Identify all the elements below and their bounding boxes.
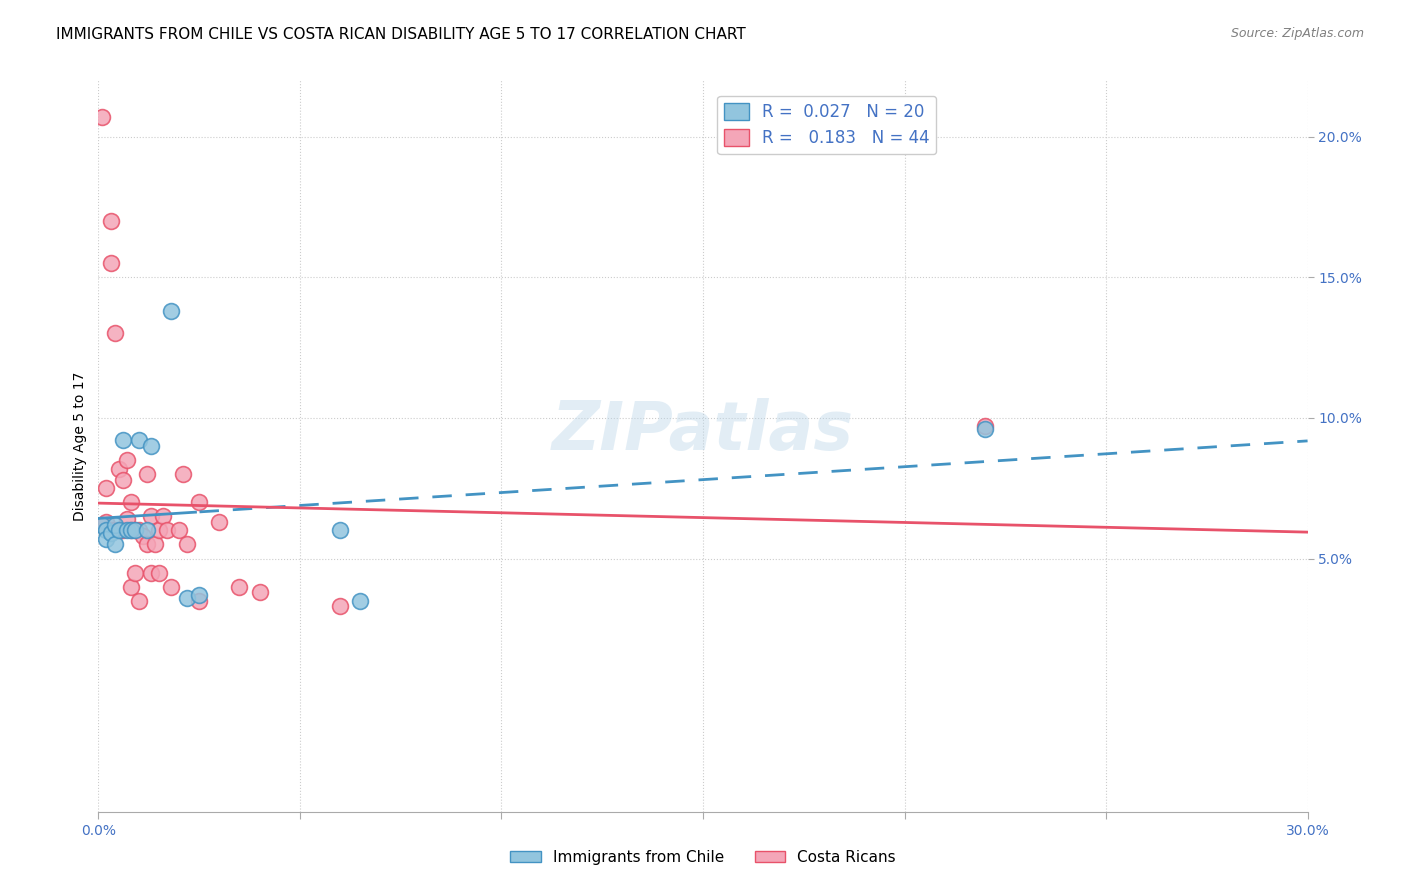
Point — [115, 453, 138, 467]
Point — [91, 517, 114, 532]
Point — [103, 326, 125, 341]
Point — [91, 517, 114, 532]
Point — [160, 304, 183, 318]
Point — [120, 580, 142, 594]
Point — [135, 537, 157, 551]
Point — [107, 524, 129, 538]
Point — [188, 593, 211, 607]
Point — [111, 524, 134, 538]
Legend: R =  0.027   N = 20, R =   0.183   N = 44: R = 0.027 N = 20, R = 0.183 N = 44 — [717, 96, 936, 154]
Point — [160, 580, 183, 594]
Point — [111, 434, 134, 448]
Point — [156, 524, 179, 538]
Point — [107, 461, 129, 475]
Point — [974, 422, 997, 436]
Point — [132, 529, 155, 543]
Point — [124, 566, 146, 580]
Point — [120, 495, 142, 509]
Point — [176, 537, 198, 551]
Point — [148, 566, 170, 580]
Point — [115, 512, 138, 526]
Point — [120, 524, 142, 538]
Point — [124, 524, 146, 538]
Point — [974, 419, 997, 434]
Point — [100, 214, 122, 228]
Point — [148, 524, 170, 538]
Point — [139, 439, 162, 453]
Point — [349, 593, 371, 607]
Point — [128, 524, 150, 538]
Point — [96, 481, 118, 495]
Point — [139, 566, 162, 580]
Point — [107, 524, 129, 538]
Point — [249, 585, 271, 599]
Point — [96, 524, 118, 538]
Point — [128, 434, 150, 448]
Point — [139, 509, 162, 524]
Point — [100, 524, 122, 538]
Point — [167, 524, 190, 538]
Text: IMMIGRANTS FROM CHILE VS COSTA RICAN DISABILITY AGE 5 TO 17 CORRELATION CHART: IMMIGRANTS FROM CHILE VS COSTA RICAN DIS… — [56, 27, 747, 42]
Point — [176, 591, 198, 605]
Text: Source: ZipAtlas.com: Source: ZipAtlas.com — [1230, 27, 1364, 40]
Point — [152, 509, 174, 524]
Point — [208, 515, 231, 529]
Point — [103, 517, 125, 532]
Point — [96, 515, 118, 529]
Point — [115, 524, 138, 538]
Point — [188, 588, 211, 602]
Point — [100, 256, 122, 270]
Point — [111, 473, 134, 487]
Point — [135, 467, 157, 482]
Point — [329, 599, 352, 614]
Point — [100, 526, 122, 541]
Point — [124, 524, 146, 538]
Point — [91, 110, 114, 124]
Point — [107, 524, 129, 538]
Point — [143, 537, 166, 551]
Legend: Immigrants from Chile, Costa Ricans: Immigrants from Chile, Costa Ricans — [503, 844, 903, 871]
Point — [228, 580, 250, 594]
Point — [135, 524, 157, 538]
Point — [172, 467, 194, 482]
Text: ZIPatlas: ZIPatlas — [553, 399, 853, 465]
Y-axis label: Disability Age 5 to 17: Disability Age 5 to 17 — [73, 371, 87, 521]
Point — [329, 524, 352, 538]
Point — [120, 524, 142, 538]
Point — [188, 495, 211, 509]
Point — [103, 524, 125, 538]
Point — [96, 532, 118, 546]
Point — [128, 593, 150, 607]
Point — [103, 537, 125, 551]
